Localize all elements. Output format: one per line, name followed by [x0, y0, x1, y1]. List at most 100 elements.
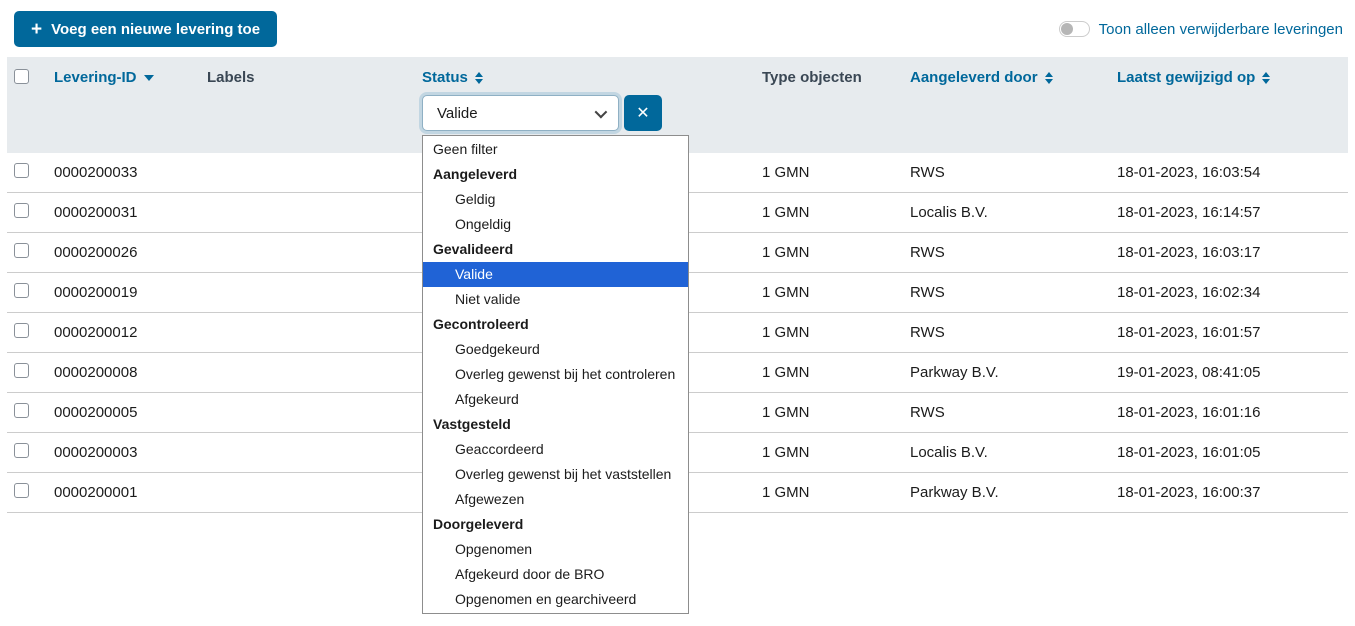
cell-laatst-gewijzigd: 18-01-2023, 16:03:17: [1117, 244, 1261, 261]
row-checkbox[interactable]: [14, 163, 29, 178]
close-icon: ✕: [636, 105, 650, 122]
cell-type-objecten: 1 GMN: [762, 444, 810, 461]
status-option[interactable]: Afgekeurd: [455, 391, 519, 407]
row-checkbox-cell: [7, 363, 54, 382]
cell-levering-id: 0000200019: [54, 284, 138, 301]
row-checkbox-cell: [7, 283, 54, 302]
cell-levering-id: 0000200033: [54, 164, 138, 181]
cell-aangeleverd-door: Localis B.V.: [910, 444, 988, 461]
column-header-status[interactable]: Status: [422, 69, 762, 86]
status-option[interactable]: Opgenomen en gearchiveerd: [455, 591, 637, 607]
status-option[interactable]: Geaccordeerd: [455, 441, 544, 457]
cell-aangeleverd-door: RWS: [910, 324, 945, 341]
status-option[interactable]: Niet valide: [455, 291, 521, 307]
status-option[interactable]: Ongeldig: [455, 216, 512, 232]
table-header: Levering-ID Labels Status Valide ✕: [7, 57, 1348, 614]
cell-levering-id: 0000200012: [54, 324, 138, 341]
cell-laatst-gewijzigd: 18-01-2023, 16:01:05: [1117, 444, 1261, 461]
cell-type-objecten: 1 GMN: [762, 204, 810, 221]
cell-type-objecten: 1 GMN: [762, 404, 810, 421]
status-option-group: Gevalideerd: [433, 241, 514, 257]
row-checkbox[interactable]: [14, 403, 29, 418]
status-option-group: Aangeleverd: [433, 166, 518, 182]
status-option[interactable]: Geldig: [455, 191, 496, 207]
row-checkbox[interactable]: [14, 243, 29, 258]
status-dropdown: Geen filter Aangeleverd Geldig Ongeldig Geva…: [422, 135, 689, 614]
status-option[interactable]: Valide: [423, 262, 688, 287]
column-header-type-objecten: Type objecten: [762, 69, 910, 86]
status-option-group: Doorgeleverd: [433, 516, 524, 532]
sort-icon: [474, 71, 483, 84]
row-checkbox[interactable]: [14, 443, 29, 458]
cell-aangeleverd-door: RWS: [910, 404, 945, 421]
status-option[interactable]: Geen filter: [433, 141, 498, 157]
status-option[interactable]: Overleg gewenst bij het vaststellen: [455, 466, 672, 482]
column-header-aangeleverd-door[interactable]: Aangeleverd door: [910, 69, 1117, 86]
cell-laatst-gewijzigd: 18-01-2023, 16:01:57: [1117, 324, 1261, 341]
row-checkbox-cell: [7, 403, 54, 422]
cell-type-objecten: 1 GMN: [762, 244, 810, 261]
row-checkbox-cell: [7, 483, 54, 502]
row-checkbox[interactable]: [14, 323, 29, 338]
sort-icon: [1044, 71, 1053, 84]
row-checkbox-cell: [7, 323, 54, 342]
cell-levering-id: 0000200001: [54, 484, 138, 501]
cell-laatst-gewijzigd: 18-01-2023, 16:14:57: [1117, 204, 1261, 221]
column-header-labels: Labels: [207, 69, 422, 86]
cell-type-objecten: 1 GMN: [762, 324, 810, 341]
column-label: Aangeleverd door: [910, 69, 1038, 86]
status-option[interactable]: Overleg gewenst bij het controleren: [455, 366, 676, 382]
status-filter-value: Valide: [437, 104, 478, 122]
status-filter-select[interactable]: Valide: [422, 95, 619, 131]
row-checkbox-cell: [7, 203, 54, 222]
sort-desc-icon: [143, 74, 154, 81]
cell-type-objecten: 1 GMN: [762, 364, 810, 381]
row-checkbox-cell: [7, 163, 54, 182]
status-option[interactable]: Afgekeurd door de BRO: [455, 566, 605, 582]
column-header-status-cell: Status Valide ✕ Geen filter Aangeleverd Ge…: [422, 69, 762, 614]
column-label: Status: [422, 69, 468, 86]
status-option[interactable]: Opgenomen: [455, 541, 533, 557]
clear-status-filter-button[interactable]: ✕: [624, 95, 662, 131]
cell-aangeleverd-door: Parkway B.V.: [910, 364, 999, 381]
select-all-checkbox[interactable]: [14, 69, 29, 84]
cell-aangeleverd-door: RWS: [910, 284, 945, 301]
sort-icon: [1262, 71, 1271, 84]
cell-laatst-gewijzigd: 18-01-2023, 16:03:54: [1117, 164, 1261, 181]
column-label: Levering-ID: [54, 69, 137, 86]
add-delivery-button-label: Voeg een nieuwe levering toe: [51, 20, 261, 38]
cell-levering-id: 0000200008: [54, 364, 138, 381]
cell-aangeleverd-door: Parkway B.V.: [910, 484, 999, 501]
status-option[interactable]: Afgewezen: [455, 491, 525, 507]
add-delivery-button[interactable]: + Voeg een nieuwe levering toe: [14, 11, 278, 47]
row-checkbox[interactable]: [14, 283, 29, 298]
status-filter-area: Valide ✕ Geen filter Aangeleverd Geldig Ong…: [422, 95, 762, 614]
deliveries-table: Levering-ID Labels Status Valide ✕: [7, 57, 1348, 614]
plus-icon: +: [31, 18, 43, 40]
column-label: Type objecten: [762, 69, 862, 86]
cell-laatst-gewijzigd: 19-01-2023, 08:41:05: [1117, 364, 1261, 381]
cell-laatst-gewijzigd: 18-01-2023, 16:01:16: [1117, 404, 1261, 421]
row-checkbox[interactable]: [14, 363, 29, 378]
column-header-levering-id[interactable]: Levering-ID: [54, 69, 207, 86]
toggle-knob: [1060, 23, 1073, 35]
chevron-down-icon: [594, 105, 608, 118]
toolbar: + Voeg een nieuwe levering toe Toon alle…: [0, 0, 1355, 57]
cell-type-objecten: 1 GMN: [762, 284, 810, 301]
column-label: Laatst gewijzigd op: [1117, 69, 1256, 86]
cell-aangeleverd-door: RWS: [910, 164, 945, 181]
deletable-toggle-label: Toon alleen verwijderbare leveringen: [1098, 20, 1343, 38]
cell-aangeleverd-door: RWS: [910, 244, 945, 261]
row-checkbox[interactable]: [14, 203, 29, 218]
status-option[interactable]: Goedgekeurd: [455, 341, 540, 357]
status-option-group: Gecontroleerd: [433, 316, 529, 332]
cell-levering-id: 0000200031: [54, 204, 138, 221]
row-checkbox-cell: [7, 443, 54, 462]
deletable-toggle-switch[interactable]: [1058, 21, 1090, 37]
cell-type-objecten: 1 GMN: [762, 164, 810, 181]
cell-levering-id: 0000200026: [54, 244, 138, 261]
column-header-laatst-gewijzigd[interactable]: Laatst gewijzigd op: [1117, 69, 1348, 86]
cell-laatst-gewijzigd: 18-01-2023, 16:00:37: [1117, 484, 1261, 501]
row-checkbox[interactable]: [14, 483, 29, 498]
